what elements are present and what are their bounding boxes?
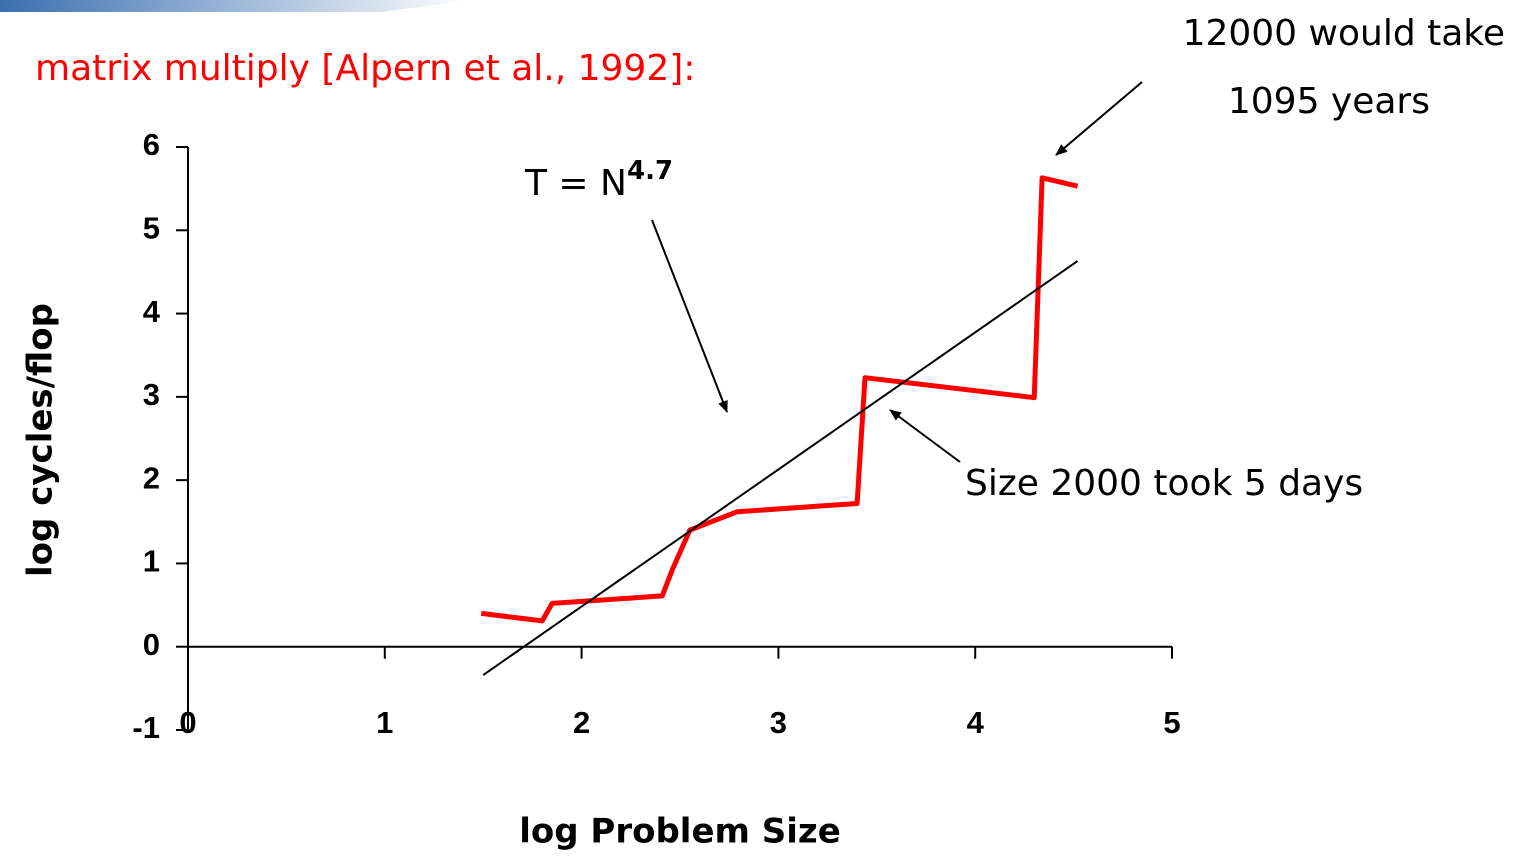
y-tick-label: 5: [143, 210, 160, 245]
annotation: 12000 would take: [1183, 13, 1505, 54]
x-tick-label: 1: [376, 705, 393, 740]
annotation: 1095 years: [1228, 81, 1430, 122]
line: [480, 175, 1079, 624]
y-tick-label: 3: [143, 377, 160, 412]
annotation: T = N4.7: [524, 156, 673, 205]
slide-header: [0, 0, 470, 12]
y-tick-label: 1: [143, 544, 160, 579]
annotation: Size 2000 took 5 days: [965, 463, 1363, 504]
arrow: [651, 219, 728, 413]
x-tick-label: 3: [770, 705, 787, 740]
y-tick-label: -1: [132, 710, 160, 745]
x-tick-label: 2: [573, 705, 590, 740]
y-tick-label: 6: [143, 127, 160, 162]
x-axis-label: log Problem Size: [519, 812, 841, 852]
arrow: [1055, 81, 1143, 156]
annotation-superscript: 4.7: [627, 156, 673, 186]
y-tick-label: 0: [143, 627, 160, 662]
arrow: [889, 409, 961, 463]
x-tick-label: 4: [967, 705, 985, 740]
x-tick-label: 0: [179, 705, 196, 740]
line: [482, 260, 1079, 676]
y-axis-label: log cycles/flop: [21, 303, 61, 577]
y-tick-label: 4: [143, 294, 161, 329]
chart-title: matrix multiply [Alpern et al., 1992]:: [35, 48, 695, 89]
y-tick-label: 2: [143, 460, 160, 495]
x-tick-label: 5: [1163, 705, 1180, 740]
annotation-text: T = N: [524, 163, 627, 204]
